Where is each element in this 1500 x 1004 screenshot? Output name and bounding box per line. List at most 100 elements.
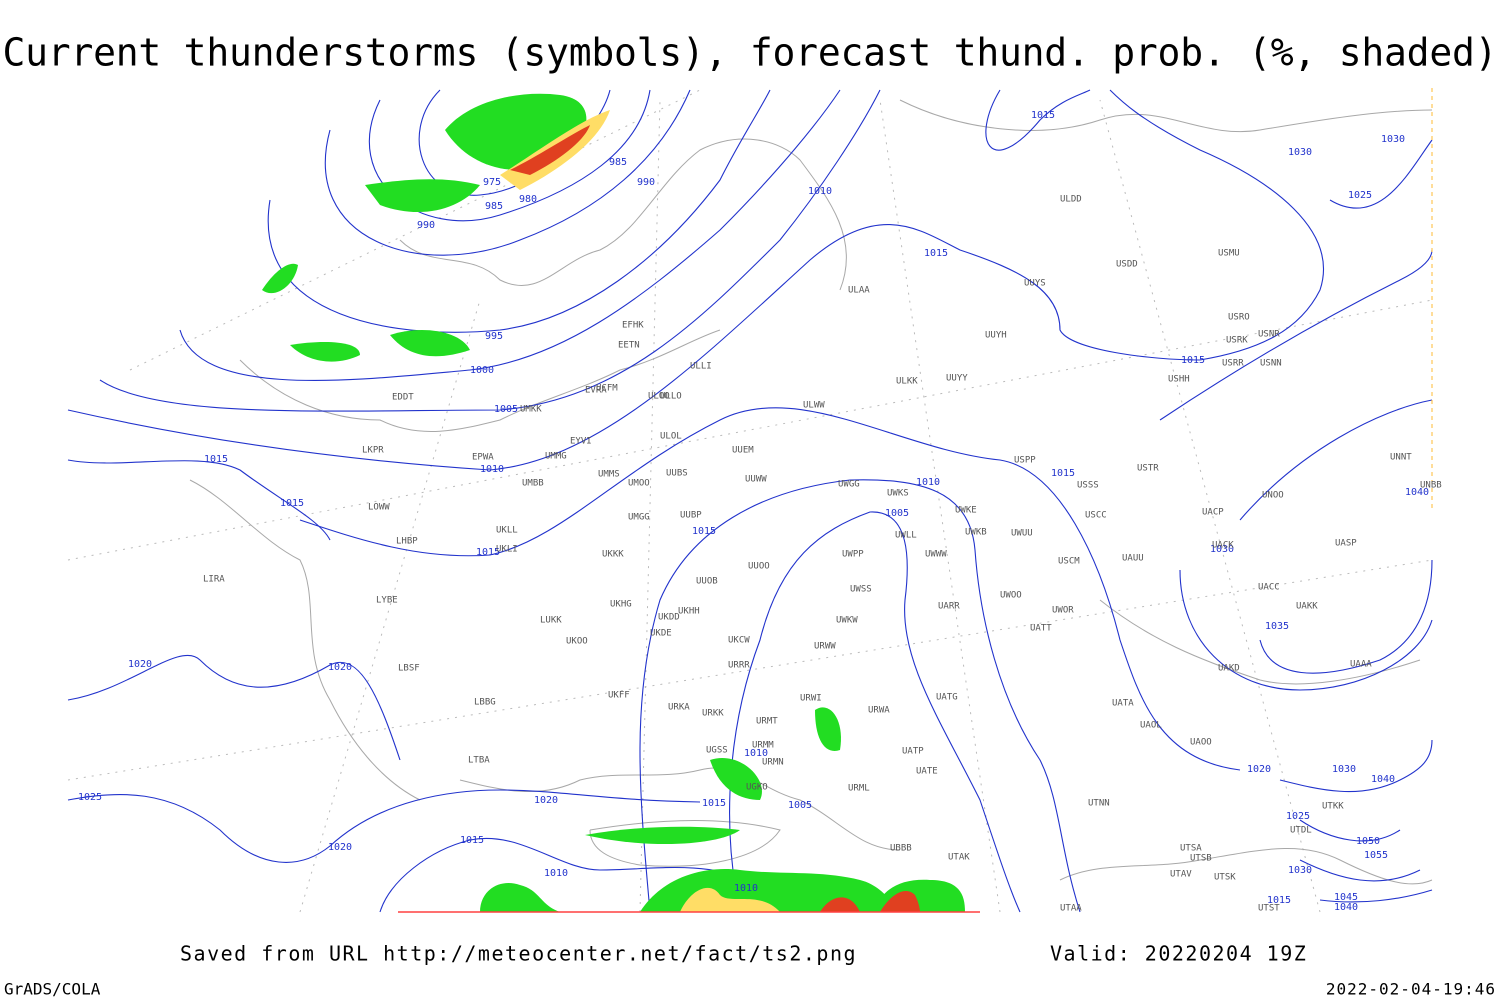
station-label: USSS: [1077, 481, 1099, 491]
probability-shading: [262, 93, 965, 912]
station-label: UKDD: [658, 613, 680, 623]
station-label: USRK: [1226, 336, 1248, 346]
station-label: UACK: [1212, 541, 1234, 551]
source-url: Saved from URL http://meteocenter.net/fa…: [180, 942, 857, 966]
station-label: UTKK: [1322, 802, 1344, 812]
isobar-label: 1030: [1288, 865, 1312, 876]
isobar-label: 1015: [1051, 468, 1075, 479]
station-label: USNR: [1258, 330, 1280, 340]
station-label: UAOO: [1190, 738, 1212, 748]
isobar-label: 1010: [808, 186, 832, 197]
station-label: UTAA: [1060, 904, 1082, 914]
isobar-label: 1010: [734, 883, 758, 894]
station-label: UKHG: [610, 600, 632, 610]
station-label: USHH: [1168, 375, 1190, 385]
station-label: EDDT: [392, 393, 414, 403]
isobar-label: 1020: [534, 795, 558, 806]
isobar-label: 985: [485, 201, 503, 212]
station-label: UTAV: [1170, 870, 1192, 880]
station-label: URMM: [752, 741, 774, 751]
station-label: USCC: [1085, 511, 1107, 521]
station-label: LKPR: [362, 446, 384, 456]
station-label: URWA: [868, 706, 890, 716]
isobar-label: 995: [485, 331, 503, 342]
station-label: UUBS: [666, 469, 688, 479]
station-label: UNBB: [1420, 481, 1442, 491]
station-label: UAOL: [1140, 721, 1162, 731]
station-label: UMKK: [520, 405, 542, 415]
station-label: ULLO: [660, 392, 682, 402]
station-label: UATA: [1112, 699, 1134, 709]
station-label: UMBB: [522, 479, 544, 489]
station-label: UAKK: [1296, 602, 1318, 612]
isobar-label: 1030: [1210, 544, 1234, 555]
isobar-label: 1045: [1334, 892, 1358, 903]
station-label: UKHH: [678, 607, 700, 617]
isobar-label: 1015: [692, 526, 716, 537]
isobar-label: 1010: [744, 748, 768, 759]
station-label: ULOL: [660, 432, 682, 442]
station-label: ULDD: [1060, 195, 1082, 205]
software: GrADS/COLA: [4, 980, 101, 999]
station-label: UWPP: [842, 550, 864, 560]
station-label: UTNN: [1088, 799, 1110, 809]
station-label: UKDE: [650, 629, 672, 639]
isobar-label: 1055: [1364, 850, 1388, 861]
station-label: LIRA: [203, 575, 225, 585]
station-label: USDD: [1116, 260, 1138, 270]
station-label: URML: [848, 784, 870, 794]
station-label: UATG: [936, 693, 958, 703]
isobar-label: 1040: [1371, 774, 1395, 785]
isobar-label: 1015: [924, 248, 948, 259]
station-label: UWSS: [850, 585, 872, 595]
isobar-label: 1025: [1348, 190, 1372, 201]
isobar-label: 1000: [470, 365, 494, 376]
station-label: UWGG: [838, 480, 860, 490]
station-label: UWWW: [925, 550, 947, 560]
station-label: URKK: [702, 709, 724, 719]
isobar-label: 1015: [1031, 110, 1055, 121]
isobar-label: 985: [609, 157, 627, 168]
station-label: URMN: [762, 758, 784, 768]
station-label: LHBP: [396, 537, 418, 547]
isobar-label: 1040: [1405, 487, 1429, 498]
station-label: URWI: [800, 694, 822, 704]
station-label: UWKB: [965, 528, 987, 538]
station-label: UGSS: [706, 746, 728, 756]
station-label: LOWW: [368, 503, 390, 513]
station-label: URKA: [668, 703, 690, 713]
timestamp: 2022-02-04-19:46: [1326, 980, 1496, 999]
grid-line: [879, 99, 1001, 913]
station-label: LTBA: [468, 756, 490, 766]
isobar-label: 1025: [78, 792, 102, 803]
station-label: ULAA: [848, 286, 870, 296]
isobar-label: 1035: [1265, 621, 1289, 632]
station-label: UWKW: [836, 616, 858, 626]
station-label: UTST: [1258, 904, 1280, 914]
isobar-label: 1015: [1267, 895, 1291, 906]
station-label: EYVI: [570, 437, 592, 447]
station-label: UMMG: [545, 452, 567, 462]
isobar-label: 1005: [885, 508, 909, 519]
station-label: UNOO: [1262, 491, 1284, 501]
grid: [67, 89, 1433, 913]
station-label: UTSB: [1190, 854, 1212, 864]
station-label: USPP: [1014, 456, 1036, 466]
isobar-label: 1015: [476, 547, 500, 558]
station-label: URRR: [728, 661, 750, 671]
isobar-label: 1020: [128, 659, 152, 670]
isobar-label: 1020: [328, 842, 352, 853]
station-label: USNN: [1260, 359, 1282, 369]
isobar-label: 1025: [1286, 811, 1310, 822]
station-label: UAKD: [1218, 664, 1240, 674]
station-label: UTSA: [1180, 844, 1202, 854]
station-label: UWLL: [895, 531, 917, 541]
station-label: EFHK: [622, 321, 644, 331]
station-label: UUBP: [680, 511, 702, 521]
isobar-label: 1015: [204, 454, 228, 465]
station-label: UUOB: [696, 577, 718, 587]
station-label: UUOO: [748, 562, 770, 572]
isobar-label: 1030: [1288, 147, 1312, 158]
station-label: UATP: [902, 747, 924, 757]
